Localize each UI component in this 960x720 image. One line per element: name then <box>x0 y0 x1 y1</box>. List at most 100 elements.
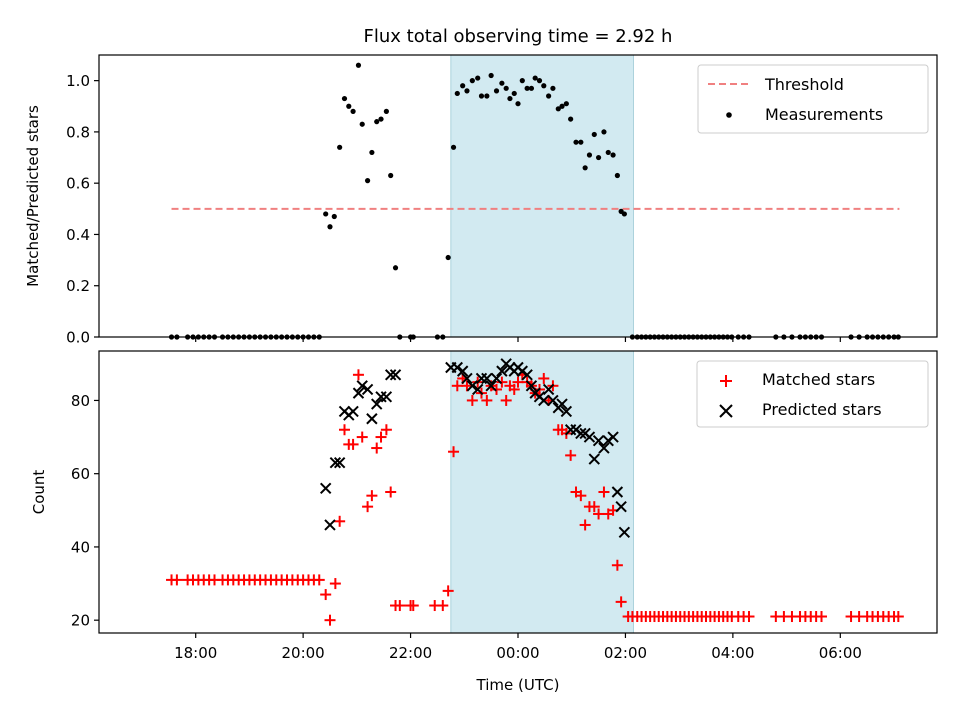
measurement-point <box>484 93 490 99</box>
measurement-point <box>450 144 457 150</box>
measurement-point <box>369 149 375 156</box>
predicted-point <box>461 372 473 385</box>
measurement-point <box>528 85 535 91</box>
predicted-point <box>525 380 538 392</box>
matched-point <box>362 501 374 513</box>
matched-point <box>171 574 183 586</box>
bottom-y-tick-label: 40 <box>71 538 90 556</box>
legend-measurements-label: Measurements <box>765 105 883 124</box>
panel-top: 0.0 0.2 0.4 0.6 0.8 1.0 <box>66 54 938 347</box>
predicted-point <box>607 431 619 443</box>
predicted-point <box>542 383 555 396</box>
measurement-point <box>515 101 521 107</box>
matched-point <box>816 611 828 623</box>
matched-point <box>508 383 520 395</box>
measurement-point <box>392 265 399 271</box>
measurement-point <box>591 131 597 138</box>
predicted-point <box>324 519 336 531</box>
matched-point <box>366 490 378 502</box>
measurement-point <box>383 108 389 114</box>
matched-point <box>461 380 473 392</box>
legend-predicted-swatch <box>719 404 733 418</box>
measurement-point <box>511 90 517 97</box>
predicted-point <box>366 413 378 425</box>
matched-point <box>338 424 350 436</box>
predicted-point <box>560 405 573 418</box>
matched-point <box>491 383 503 395</box>
bottom-y-axis-label: Count <box>30 470 48 515</box>
measurement-point <box>464 88 470 94</box>
measurement-point <box>378 116 384 122</box>
measurement-point <box>578 139 584 145</box>
measurement-point <box>541 83 547 89</box>
top-y-tick-label: 0.8 <box>66 123 90 141</box>
matched-point <box>500 394 512 406</box>
predicted-point <box>496 365 508 377</box>
matched-point <box>448 446 460 458</box>
measurement-point <box>478 93 485 99</box>
measurement-point <box>582 165 588 171</box>
legend-matched-label: Matched stars <box>762 370 875 389</box>
matched-point <box>385 486 397 498</box>
legend-measurements-swatch <box>726 112 732 118</box>
predicted-point <box>588 453 600 465</box>
measurement-point <box>350 108 356 114</box>
predicted-point <box>481 372 493 385</box>
measurement-point <box>359 121 365 127</box>
measurement-point <box>519 78 525 84</box>
predicted-point <box>451 361 464 374</box>
measurement-point <box>388 172 394 179</box>
measurement-point <box>621 211 627 217</box>
measurement-point <box>586 152 593 158</box>
predicted-point <box>521 369 533 381</box>
predicted-point <box>490 372 503 385</box>
predicted-point <box>380 391 393 403</box>
matched-point <box>352 369 364 381</box>
x-tick-label: 22:00 <box>389 644 432 662</box>
measurement-point <box>614 172 620 179</box>
measurement-point <box>601 129 607 135</box>
top-y-tick-label: 0.4 <box>66 226 90 244</box>
predicted-point <box>384 369 397 381</box>
matched-point <box>611 559 623 571</box>
predicted-point <box>319 482 332 495</box>
x-tick-label: 20:00 <box>282 644 325 662</box>
top-y-axis-label: Matched/Predicted stars <box>24 105 42 287</box>
predicted-point <box>347 405 359 418</box>
predicted-point <box>556 398 568 410</box>
predicted-point <box>371 398 383 410</box>
measurement-point <box>524 85 530 91</box>
bottom-y-tick-label: 20 <box>71 612 90 630</box>
bottom-y-tick-label: 60 <box>71 465 90 483</box>
top-y-tick-label: 0.6 <box>66 175 90 193</box>
measurement-point <box>532 75 538 81</box>
measurement-point <box>550 85 556 91</box>
measurement-point <box>454 90 460 97</box>
bottom-legend: Matched stars Predicted stars <box>696 360 929 428</box>
matched-point <box>892 611 904 623</box>
matched-point <box>588 501 600 513</box>
top-legend: Threshold Measurements <box>697 64 929 134</box>
measurement-point <box>568 116 574 122</box>
measurement-point <box>355 62 362 68</box>
x-tick-label: 18:00 <box>174 644 217 662</box>
matched-point <box>334 515 346 527</box>
predicted-point <box>547 394 559 407</box>
matched-point <box>481 394 493 406</box>
measurement-point <box>559 103 565 109</box>
legend-matched-swatch <box>720 375 732 387</box>
matched-point <box>356 431 368 443</box>
predicted-point <box>333 456 346 469</box>
matched-point <box>615 596 627 608</box>
x-tick-label: 06:00 <box>819 644 862 662</box>
matched-point <box>371 442 383 454</box>
bottom-series-x <box>319 358 631 538</box>
matched-point <box>451 380 463 392</box>
top-y-tick-label: 0.2 <box>66 277 90 295</box>
predicted-point <box>356 380 368 392</box>
matched-point <box>320 589 332 601</box>
predicted-point <box>611 486 624 498</box>
measurement-point <box>507 95 513 102</box>
legend-threshold-label: Threshold <box>764 75 844 94</box>
